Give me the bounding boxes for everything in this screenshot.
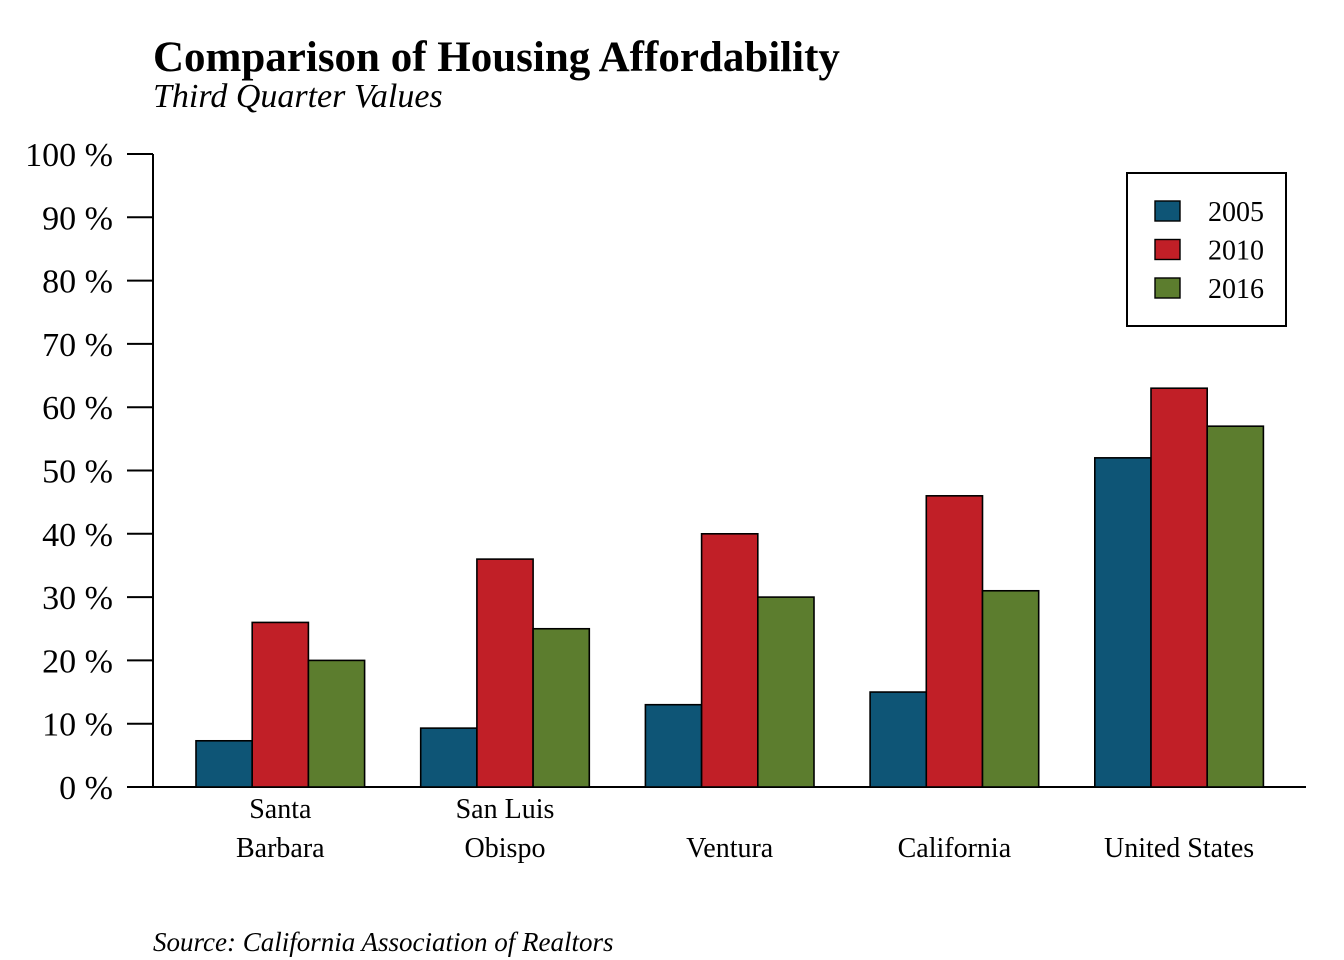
bar-2005-san-luis-obispo — [419, 727, 478, 788]
x-tick-label: Obispo — [465, 833, 546, 864]
bar-2005-california — [869, 691, 928, 788]
legend-box — [1126, 172, 1287, 327]
x-tick-label: Barbara — [236, 833, 325, 864]
y-tick-label: 20 % — [42, 643, 113, 680]
bar-2016-united-states — [1206, 425, 1265, 788]
bar-2016-ventura — [756, 596, 815, 788]
y-tick-label: 50 % — [42, 454, 113, 491]
x-axis: Santa Barbara San Luis Obispo Ventura Califor… — [153, 786, 1306, 864]
y-axis: 0 % 10 % 20 % 30 % 40 % 50 % 60 % 70 % 80 % 90 % 1… — [25, 137, 154, 807]
x-tick-label: California — [898, 833, 1012, 864]
y-tick-label: 80 % — [42, 264, 113, 301]
y-tick-label: 70 % — [42, 327, 113, 364]
bar-2005-santa-barbara — [195, 739, 254, 788]
y-tick-label: 10 % — [42, 707, 113, 744]
legend-swatch-2016 — [1154, 277, 1181, 299]
bar-2010-ventura — [700, 532, 759, 788]
y-tick-label: 90 % — [42, 200, 113, 237]
bar-2010-california — [925, 495, 984, 788]
bar-2010-santa-barbara — [251, 621, 310, 788]
chart-subtitle: Third Quarter Values — [153, 78, 443, 115]
legend-label-2016: 2016 — [1208, 274, 1264, 305]
y-tick-label: 40 % — [42, 517, 113, 554]
x-tick-label: San Luis — [456, 794, 555, 825]
x-tick-label: Santa — [249, 794, 312, 825]
legend-swatch-2010 — [1154, 238, 1181, 261]
y-tick-label: 60 % — [42, 390, 113, 427]
bar-2016-san-luis-obispo — [532, 627, 591, 788]
legend-label-2005: 2005 — [1208, 197, 1264, 228]
y-tick-label: 100 % — [25, 137, 113, 174]
bar-2005-ventura — [644, 703, 703, 788]
bar-2016-california — [981, 589, 1040, 788]
chart-title: Comparison of Housing Affordability — [153, 34, 840, 81]
bar-2010-san-luis-obispo — [476, 558, 534, 788]
x-tick-label: United States — [1104, 833, 1254, 864]
legend-label-2010: 2010 — [1208, 236, 1264, 267]
bar-2005-united-states — [1094, 457, 1152, 788]
x-tick-label: Ventura — [686, 833, 774, 864]
legend-swatch-2005 — [1154, 200, 1181, 222]
y-tick-label: 30 % — [42, 580, 113, 617]
bar-2016-santa-barbara — [307, 659, 366, 788]
legend: 2005 2010 2016 — [1126, 172, 1287, 327]
source-note: Source: California Association of Realto… — [153, 927, 614, 957]
bar-2010-united-states — [1150, 387, 1209, 788]
y-tick-label: 0 % — [59, 770, 113, 807]
bars — [195, 387, 1265, 788]
